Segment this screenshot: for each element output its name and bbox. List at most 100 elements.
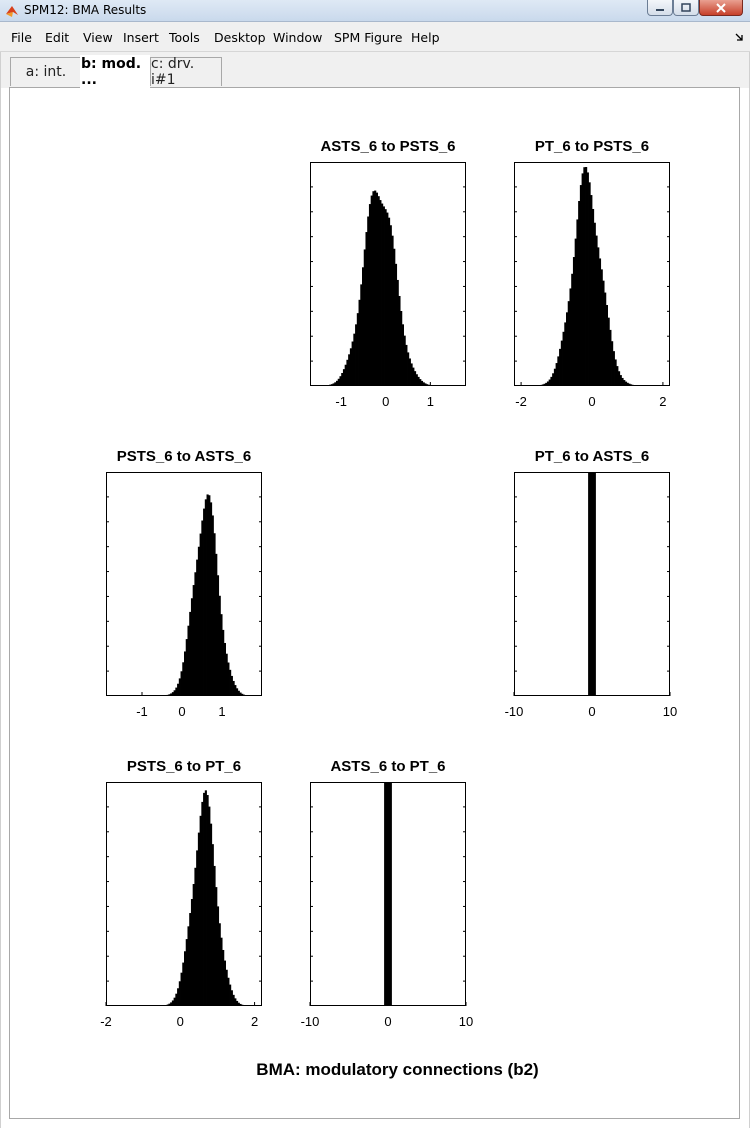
histogram-bar bbox=[415, 374, 418, 386]
histogram-bar bbox=[190, 598, 194, 696]
histogram-bar bbox=[358, 299, 361, 386]
histogram-bar bbox=[201, 520, 204, 696]
histogram-bar bbox=[203, 792, 206, 1006]
histogram-bar bbox=[353, 333, 356, 386]
histogram-bar bbox=[424, 383, 427, 386]
histogram-bar bbox=[407, 352, 410, 386]
menu-edit[interactable]: Edit bbox=[45, 30, 70, 45]
histogram-bar bbox=[420, 380, 424, 386]
histogram-bar bbox=[216, 575, 220, 696]
maximize-icon bbox=[681, 3, 691, 12]
window-title-bar[interactable]: SPM12: BMA Results bbox=[0, 0, 750, 22]
histogram-bar bbox=[227, 662, 230, 696]
menu-desktop[interactable]: Desktop bbox=[214, 30, 266, 45]
menu-file[interactable]: File bbox=[11, 30, 32, 45]
histogram-bar bbox=[419, 379, 422, 386]
histogram-bar bbox=[196, 850, 199, 1006]
dock-arrow-icon[interactable] bbox=[734, 32, 744, 42]
menu-insert[interactable]: Insert bbox=[123, 30, 159, 45]
menu-window[interactable]: Window bbox=[273, 30, 323, 45]
histogram-title: PT_6 to PSTS_6 bbox=[534, 138, 650, 155]
histogram-bar bbox=[351, 341, 354, 386]
histogram-axes bbox=[310, 162, 466, 386]
histogram-bar bbox=[348, 354, 351, 386]
histogram-bar bbox=[211, 844, 214, 1006]
axes-frame bbox=[106, 782, 262, 1006]
histogram-bar bbox=[220, 614, 223, 696]
histogram-bar bbox=[171, 1000, 174, 1006]
histogram-bar bbox=[618, 371, 621, 386]
histogram-bar bbox=[604, 292, 607, 386]
histogram-bar bbox=[234, 998, 237, 1006]
histogram-bar bbox=[382, 206, 385, 386]
histogram-bar bbox=[548, 379, 551, 386]
x-tick-label: 1 bbox=[426, 394, 434, 409]
histogram-bar bbox=[600, 269, 603, 386]
histogram-bar bbox=[237, 690, 240, 696]
histogram-bar bbox=[367, 216, 370, 386]
histogram-bar bbox=[574, 238, 577, 386]
x-tick-label: -10 bbox=[300, 1014, 320, 1029]
histogram-bar bbox=[199, 533, 202, 696]
histogram-bar bbox=[356, 313, 359, 386]
histogram-bar bbox=[182, 962, 185, 1006]
histogram-bar bbox=[559, 348, 562, 386]
histogram-bar bbox=[585, 167, 588, 386]
histogram-bar bbox=[597, 247, 600, 386]
x-tick-label: 0 bbox=[176, 1014, 184, 1029]
histogram-bar bbox=[199, 815, 202, 1006]
tab-mod[interactable]: b: mod. ... bbox=[80, 55, 150, 88]
histogram-bar bbox=[388, 217, 391, 386]
histogram-bar bbox=[190, 899, 194, 1006]
histogram-bar bbox=[386, 212, 389, 386]
tab-drv[interactable]: c: drv. i#1 bbox=[150, 56, 222, 88]
histogram-bar bbox=[372, 191, 375, 386]
histogram-axes bbox=[106, 472, 262, 696]
histogram-bar bbox=[553, 368, 556, 386]
histogram-bar bbox=[201, 801, 204, 1006]
histogram-bar bbox=[184, 651, 187, 696]
histogram-bar bbox=[203, 508, 206, 696]
tab-int[interactable]: a: int. bbox=[10, 57, 82, 86]
histogram-axes bbox=[309, 782, 467, 1006]
histogram-bar bbox=[588, 182, 591, 386]
histogram-bar bbox=[337, 378, 340, 386]
histogram-bar bbox=[370, 195, 373, 386]
menu-bar: File Edit View Insert Tools Desktop Wind… bbox=[0, 22, 750, 52]
histogram-bar bbox=[572, 257, 576, 386]
menu-tools[interactable]: Tools bbox=[169, 30, 200, 45]
x-tick-label: 0 bbox=[384, 1014, 392, 1029]
histogram-bar bbox=[368, 204, 372, 386]
close-button[interactable] bbox=[699, 0, 743, 16]
histogram-bar bbox=[365, 232, 368, 386]
histogram-bar bbox=[377, 196, 380, 386]
histogram-bar bbox=[178, 981, 181, 1006]
histogram-bar bbox=[185, 939, 188, 1006]
menu-view[interactable]: View bbox=[83, 30, 113, 45]
histogram-bar bbox=[578, 201, 581, 386]
histogram-bar bbox=[602, 280, 605, 386]
histogram-bar bbox=[213, 865, 216, 1006]
histogram-bar bbox=[192, 884, 195, 1006]
histogram-bar bbox=[605, 305, 608, 386]
histogram-bar bbox=[552, 373, 555, 386]
histogram-bar bbox=[401, 324, 404, 386]
histogram-bar bbox=[341, 372, 344, 386]
histogram-bar bbox=[609, 329, 612, 386]
histogram-bar bbox=[403, 335, 406, 386]
menu-spm-figure[interactable]: SPM Figure bbox=[334, 30, 403, 45]
histogram-bar bbox=[586, 172, 589, 386]
histogram-bar bbox=[590, 195, 593, 386]
histogram-bar bbox=[595, 235, 598, 386]
histogram-bar bbox=[236, 1000, 239, 1006]
maximize-button[interactable] bbox=[673, 0, 699, 16]
histogram-bar bbox=[598, 258, 602, 386]
histogram-bar bbox=[571, 273, 574, 386]
histogram-bar bbox=[408, 358, 411, 386]
histogram-bar bbox=[384, 782, 392, 1006]
minimize-button[interactable] bbox=[647, 0, 673, 16]
histogram-bar bbox=[569, 288, 572, 386]
menu-help[interactable]: Help bbox=[411, 30, 440, 45]
histogram-bar bbox=[223, 960, 226, 1006]
histogram-bar bbox=[611, 341, 614, 386]
